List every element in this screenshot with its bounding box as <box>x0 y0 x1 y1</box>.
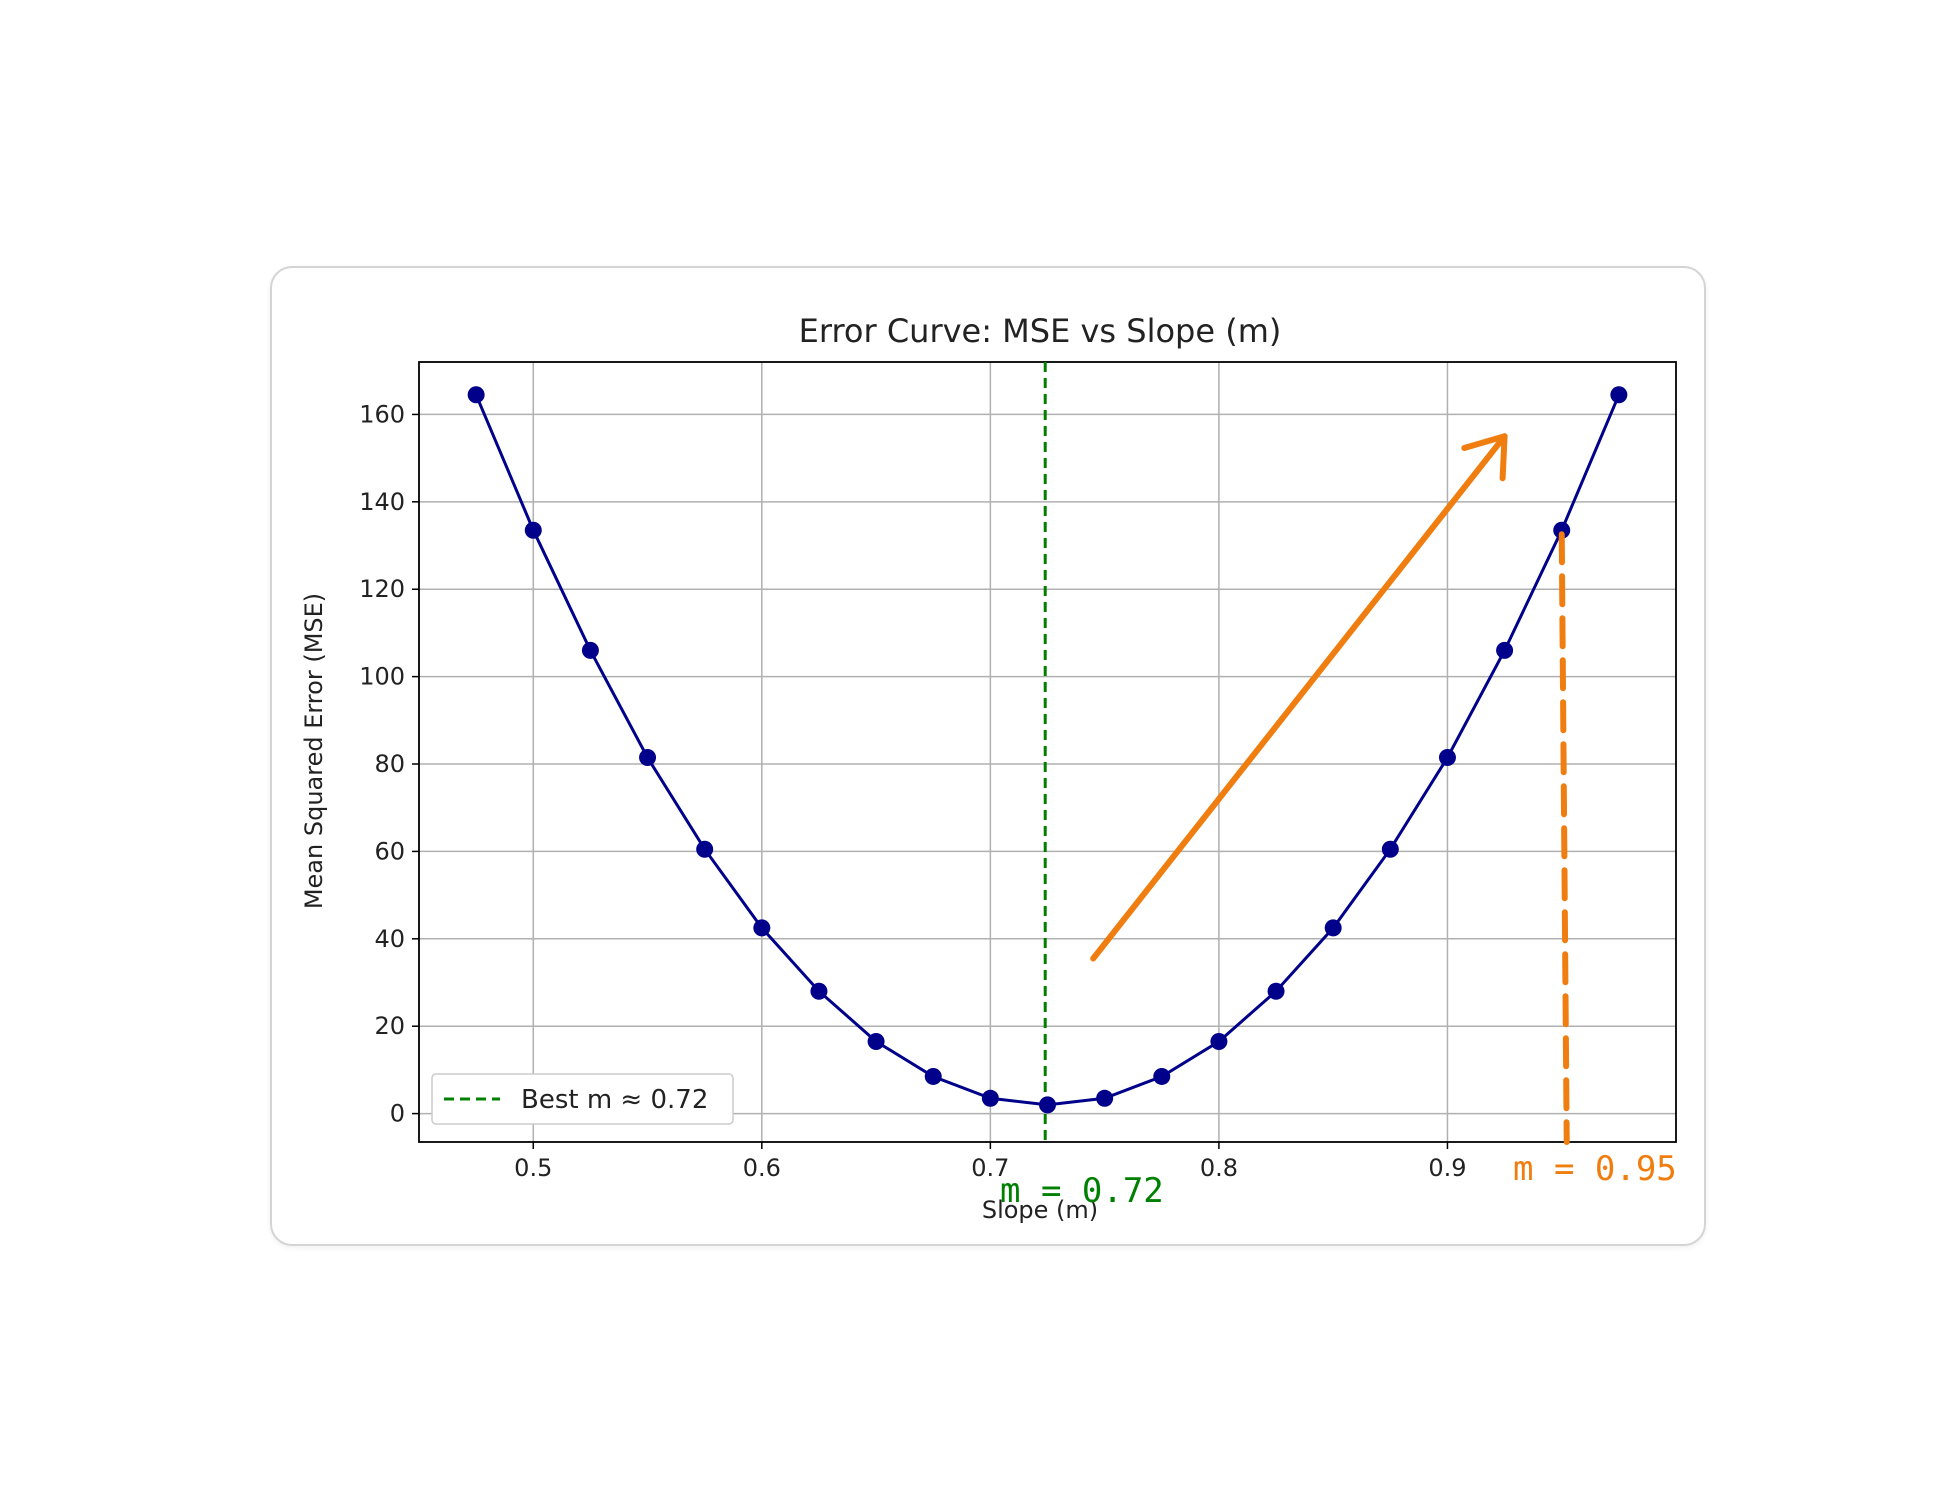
annotations: m = 0.72 m = 0.95 <box>1000 433 1677 1211</box>
x-tick-label: 0.8 <box>1200 1154 1238 1182</box>
mse-data-point <box>981 1089 999 1107</box>
y-tick-label: 80 <box>374 750 405 778</box>
mse-data-point <box>524 521 542 539</box>
x-tick-label: 0.5 <box>514 1154 552 1182</box>
mse-data-point <box>1381 840 1399 858</box>
plot-frame <box>418 361 1677 1143</box>
annotation-best-m-label: m = 0.72 <box>1000 1171 1164 1211</box>
y-tick-label: 60 <box>374 837 405 865</box>
x-tick-label: 0.9 <box>1428 1154 1466 1182</box>
grid-lines <box>419 362 1676 1142</box>
y-tick-label: 20 <box>374 1012 405 1040</box>
y-tick-label: 160 <box>359 400 405 428</box>
mse-data-point <box>924 1067 942 1085</box>
mse-data-point <box>1553 521 1571 539</box>
legend-box <box>431 1073 734 1125</box>
y-tick-label: 0 <box>390 1100 405 1128</box>
mse-data-point <box>1267 982 1285 1000</box>
mse-data-point <box>1438 748 1456 766</box>
series-layer <box>467 386 1628 1114</box>
mse-data-point <box>1324 919 1342 937</box>
chart-title: Error Curve: MSE vs Slope (m) <box>799 312 1282 350</box>
mse-data-point <box>1610 386 1628 404</box>
y-tick-label: 100 <box>359 663 405 691</box>
legend: Best m ≈ 0.72 <box>431 1073 734 1125</box>
y-tick-label: 140 <box>359 488 405 516</box>
mse-data-point <box>467 386 485 404</box>
annotation-m-095-label: m = 0.95 <box>1513 1149 1677 1189</box>
mse-data-point <box>1210 1032 1228 1050</box>
y-axis-label: Mean Squared Error (MSE) <box>300 593 328 909</box>
mse-data-point <box>639 748 657 766</box>
mse-data-point <box>753 919 771 937</box>
y-tick-label: 120 <box>359 575 405 603</box>
mse-data-point <box>1039 1096 1056 1114</box>
annotation-dashed-line-m-095 <box>1558 531 1570 1145</box>
mse-data-point <box>867 1032 885 1050</box>
mse-data-point <box>1096 1089 1114 1107</box>
annotation-arrow-shaft <box>1090 433 1508 962</box>
x-axis-label: Slope (m) <box>982 1196 1098 1224</box>
mse-data-point <box>1153 1067 1171 1085</box>
x-tick-label: 0.7 <box>971 1154 1009 1182</box>
mse-data-point <box>696 840 714 858</box>
mse-data-point <box>810 982 828 1000</box>
axes: 0.5 0.6 0.7 0.8 0.9 0 20 40 60 80 100 120 140 160 <box>359 361 1677 1182</box>
y-tick-label: 40 <box>374 925 405 953</box>
annotation-arrow-head <box>1461 433 1508 482</box>
mse-data-point <box>581 641 599 659</box>
legend-entry-best-m: Best m ≈ 0.72 <box>521 1085 708 1115</box>
mse-data-point <box>1496 641 1514 659</box>
x-tick-label: 0.6 <box>743 1154 781 1182</box>
